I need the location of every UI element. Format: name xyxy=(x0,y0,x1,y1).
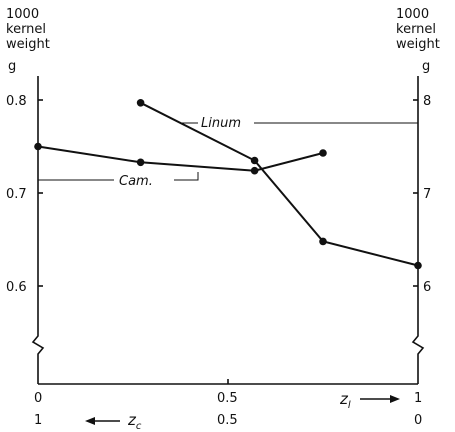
x-top-tick-0: 0 xyxy=(34,391,42,406)
data-point-cam-3 xyxy=(319,149,327,157)
right-axis-header-line-1: 1000 xyxy=(396,7,429,22)
data-point-cam-2 xyxy=(250,166,259,175)
z-l-arrow xyxy=(360,395,400,403)
left-axis-break xyxy=(31,328,45,384)
z-l-letter: z xyxy=(339,390,349,408)
right-y-ticks: 8 7 6 xyxy=(413,94,431,295)
right-axis-unit: g xyxy=(422,59,430,74)
series-label-linum: Linum xyxy=(201,116,241,131)
x-top-tick-1: 1 xyxy=(414,391,422,406)
data-point-cam-1 xyxy=(136,158,145,167)
left-axis-unit: g xyxy=(8,59,16,74)
x-top-tick-0.5: 0.5 xyxy=(217,391,238,406)
data-point-linum-0 xyxy=(136,99,145,107)
cam-leader xyxy=(38,172,199,181)
series-line-linum xyxy=(140,101,419,267)
left-tick-label: 0.6 xyxy=(6,280,27,295)
data-point-linum-2 xyxy=(319,237,327,246)
series-layer xyxy=(34,99,422,270)
data-point-linum-3 xyxy=(414,261,422,270)
series-label-cam: Cam. xyxy=(119,174,153,189)
right-axis-break xyxy=(411,328,425,384)
left-tick-label: 0.7 xyxy=(6,187,27,202)
z-l-label: zl xyxy=(339,390,351,411)
right-tick-label: 8 xyxy=(423,94,431,109)
x-bottom-tick-0.5: 0.5 xyxy=(217,413,238,428)
z-c-arrow xyxy=(85,417,120,425)
z-c-label: zc xyxy=(127,411,142,432)
z-c-subscript: c xyxy=(136,421,142,432)
left-axis-header-line-2: kernel xyxy=(6,22,46,37)
left-tick-label: 0.8 xyxy=(6,94,27,109)
right-tick-label: 6 xyxy=(423,280,431,295)
x-bottom-tick-1: 1 xyxy=(34,413,42,428)
z-l-subscript: l xyxy=(348,400,351,411)
right-axis-header-line-2: kernel xyxy=(396,22,436,37)
z-c-letter: z xyxy=(127,411,137,429)
left-axis-header-line-3: weight xyxy=(6,37,50,52)
data-point-cam-0 xyxy=(34,142,42,151)
series-line-cam xyxy=(37,145,324,172)
x-bottom-tick-0: 0 xyxy=(414,413,422,428)
right-axis-header-line-3: weight xyxy=(396,37,440,52)
left-y-ticks: 0.8 0.7 0.6 xyxy=(6,94,43,295)
data-point-linum-1 xyxy=(250,156,259,165)
left-axis-header-line-1: 1000 xyxy=(6,7,39,22)
right-tick-label: 7 xyxy=(423,187,431,202)
